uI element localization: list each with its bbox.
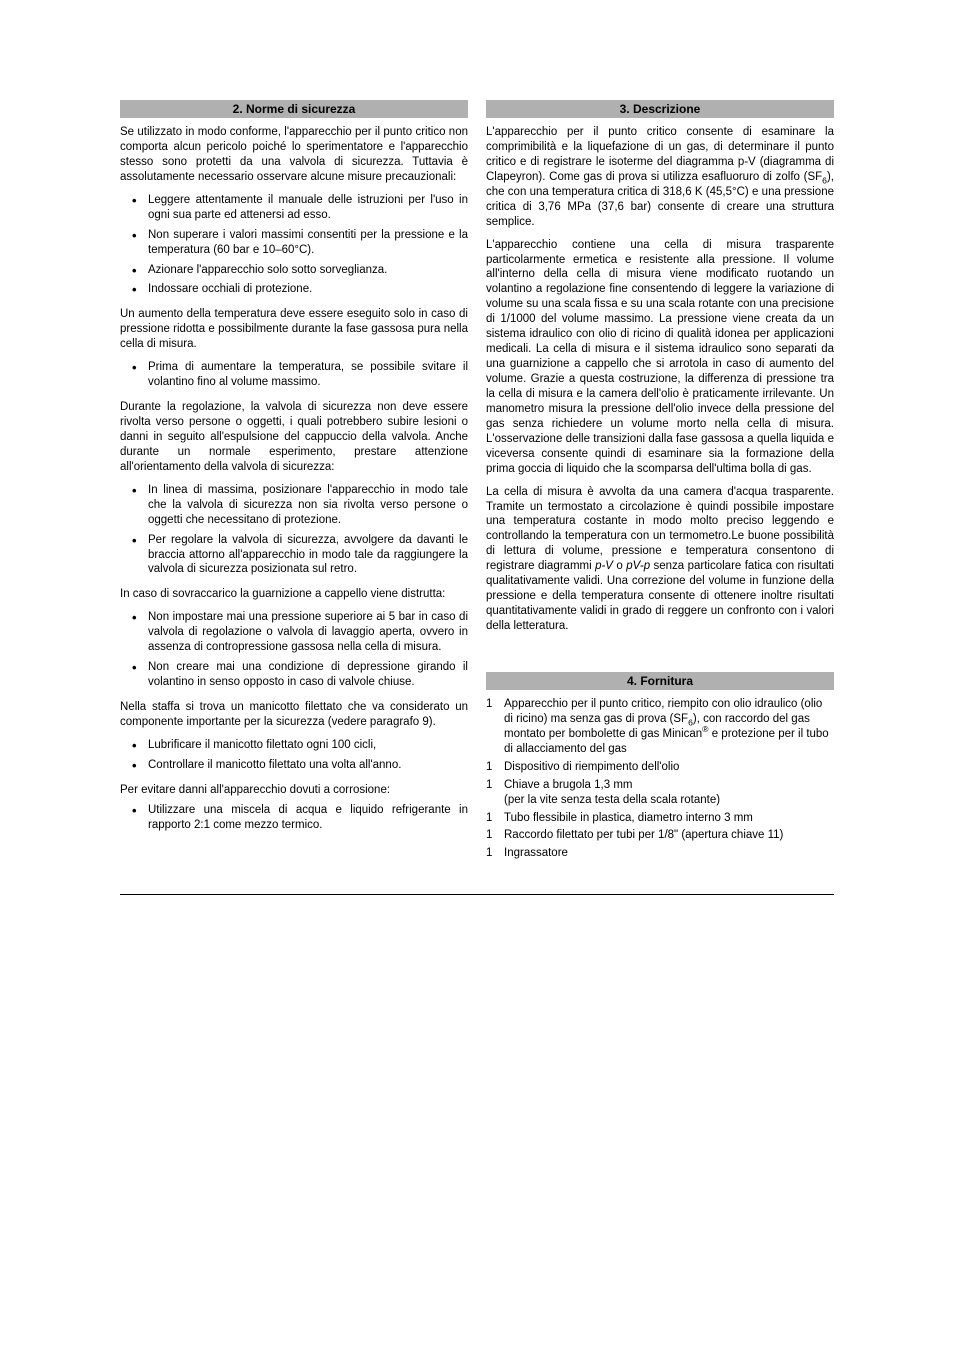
supply-text: Tubo flessibile in plastica, diametro in… xyxy=(504,811,834,826)
safety-para-4: In caso di sovraccarico la guarnizione a… xyxy=(120,587,468,602)
supply-qty: 1 xyxy=(486,697,504,757)
bullet-item: Prima di aumentare la temperatura, se po… xyxy=(120,360,468,390)
safety-bullets-3: In linea di massima, posizionare l'appar… xyxy=(120,483,468,578)
supply-list: 1 Apparecchio per il punto critico, riem… xyxy=(486,697,834,861)
left-column: 2. Norme di sicurezza Se utilizzato in m… xyxy=(120,100,468,864)
italic-pvp: pV-p xyxy=(626,560,650,572)
section-header-safety: 2. Norme di sicurezza xyxy=(120,100,468,118)
description-para-1: L'apparecchio per il punto critico conse… xyxy=(486,125,834,230)
supply-item: 1 Raccordo filettato per tubi per 1/8" (… xyxy=(486,828,834,843)
supply-qty: 1 xyxy=(486,760,504,775)
supply-qty: 1 xyxy=(486,846,504,861)
safety-bullets-6: Utilizzare una miscela di acqua e liquid… xyxy=(120,803,468,833)
safety-bullets-4: Non impostare mai una pressione superior… xyxy=(120,610,468,690)
bullet-item: Controllare il manicotto filettato una v… xyxy=(120,758,468,773)
bullet-item: Non superare i valori massimi consentiti… xyxy=(120,228,468,258)
supply-text: Chiave a brugola 1,3 mm (per la vite sen… xyxy=(504,778,834,808)
bullet-item: Indossare occhiali di protezione. xyxy=(120,282,468,297)
italic-pv: p-V xyxy=(595,560,613,572)
safety-bullets-2: Prima di aumentare la temperatura, se po… xyxy=(120,360,468,390)
supply-text: Dispositivo di riempimento dell'olio xyxy=(504,760,834,775)
section-header-description: 3. Descrizione xyxy=(486,100,834,118)
bullet-item: Per regolare la valvola di sicurezza, av… xyxy=(120,533,468,578)
bullet-item: Utilizzare una miscela di acqua e liquid… xyxy=(120,803,468,833)
safety-intro: Se utilizzato in modo conforme, l'appare… xyxy=(120,125,468,185)
safety-para-5: Nella staffa si trova un manicotto filet… xyxy=(120,700,468,730)
bullet-item: Lubrificare il manicotto filettato ogni … xyxy=(120,738,468,753)
supply-qty: 1 xyxy=(486,778,504,808)
supply-item: 1 Apparecchio per il punto critico, riem… xyxy=(486,697,834,757)
bullet-item: Non creare mai una condizione di depress… xyxy=(120,660,468,690)
description-para-3: La cella di misura è avvolta da una came… xyxy=(486,485,834,634)
section-header-supply: 4. Fornitura xyxy=(486,672,834,690)
bullet-item: Leggere attentamente il manuale delle is… xyxy=(120,193,468,223)
right-column: 3. Descrizione L'apparecchio per il punt… xyxy=(486,100,834,864)
supply-qty: 1 xyxy=(486,828,504,843)
description-para-2: L'apparecchio contiene una cella di misu… xyxy=(486,238,834,477)
supply-item: 1 Ingrassatore xyxy=(486,846,834,861)
supply-text: Raccordo filettato per tubi per 1/8" (ap… xyxy=(504,828,834,843)
supply-text: Apparecchio per il punto critico, riempi… xyxy=(504,697,834,757)
footer-rule xyxy=(120,894,834,895)
supply-text: Ingrassatore xyxy=(504,846,834,861)
safety-para-3: Durante la regolazione, la valvola di si… xyxy=(120,400,468,475)
supply-qty: 1 xyxy=(486,811,504,826)
bullet-item: In linea di massima, posizionare l'appar… xyxy=(120,483,468,528)
bullet-item: Azionare l'apparecchio solo sotto sorveg… xyxy=(120,263,468,278)
safety-para-6: Per evitare danni all'apparecchio dovuti… xyxy=(120,783,468,798)
safety-bullets-1: Leggere attentamente il manuale delle is… xyxy=(120,193,468,298)
safety-bullets-5: Lubrificare il manicotto filettato ogni … xyxy=(120,738,468,773)
safety-para-2: Un aumento della temperatura deve essere… xyxy=(120,307,468,352)
supply-item: 1 Chiave a brugola 1,3 mm (per la vite s… xyxy=(486,778,834,808)
bullet-item: Non impostare mai una pressione superior… xyxy=(120,610,468,655)
supply-item: 1 Tubo flessibile in plastica, diametro … xyxy=(486,811,834,826)
supply-item: 1 Dispositivo di riempimento dell'olio xyxy=(486,760,834,775)
